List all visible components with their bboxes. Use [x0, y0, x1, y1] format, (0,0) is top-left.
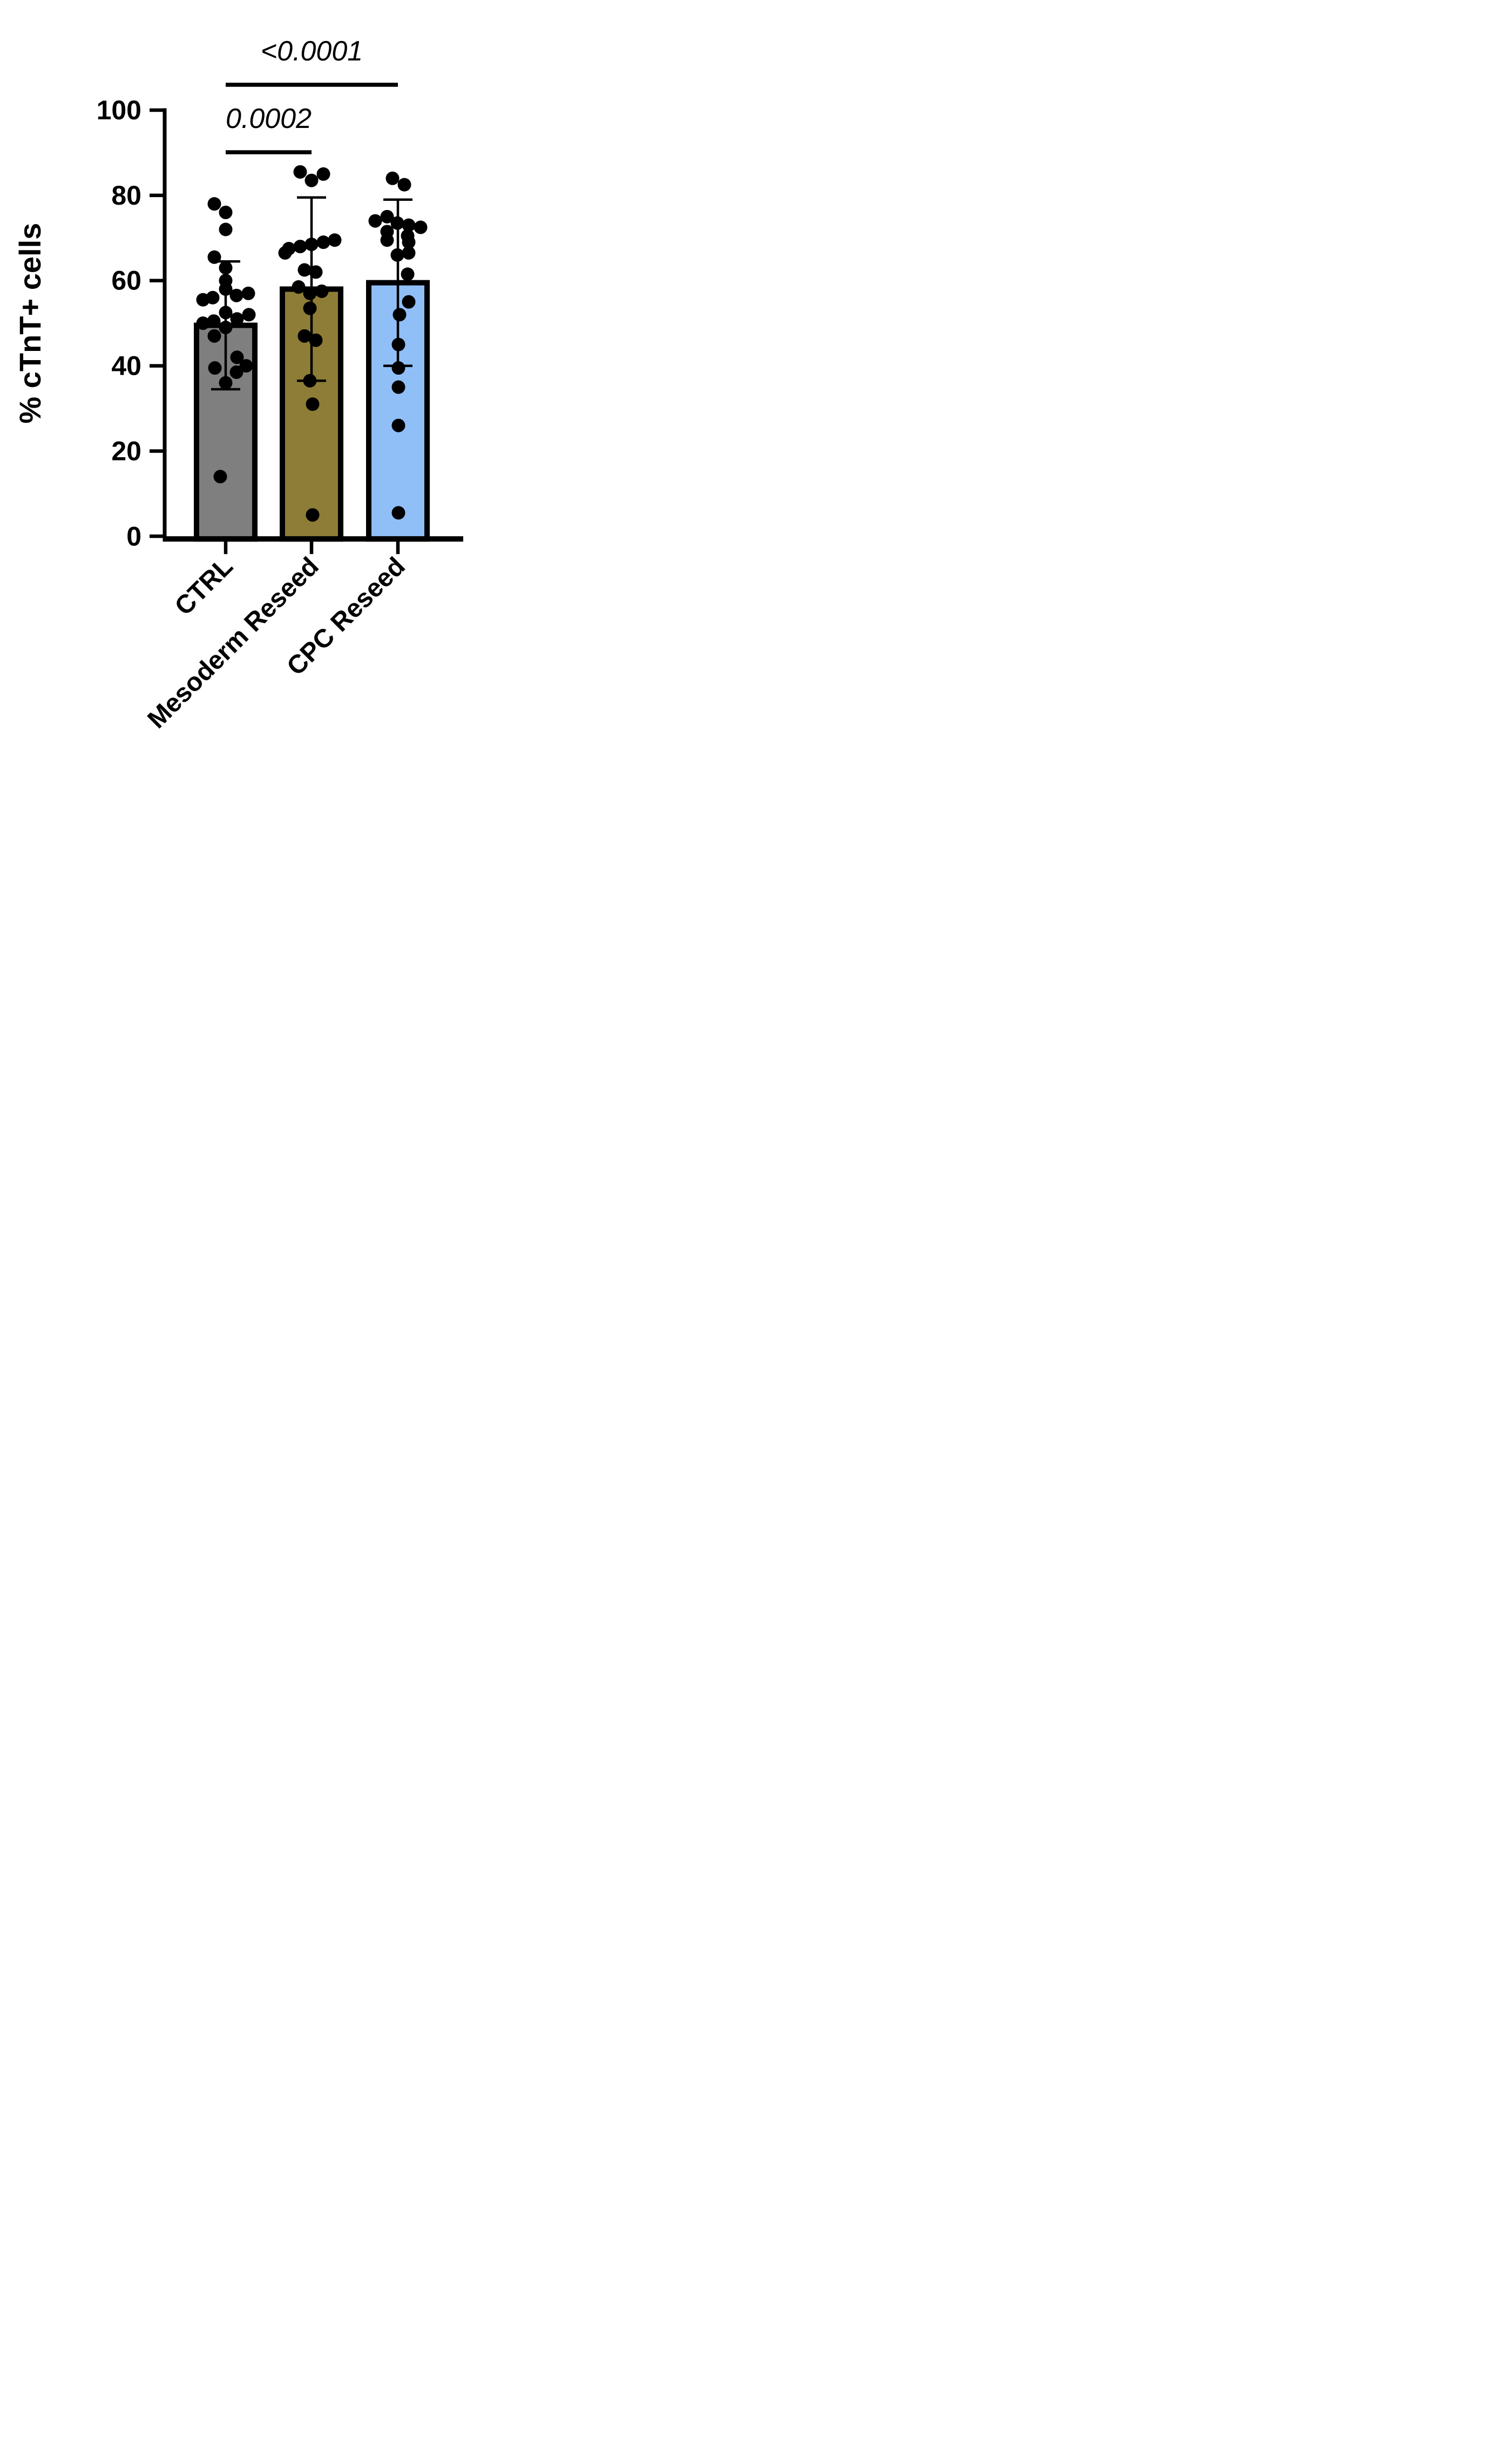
data-point — [328, 233, 342, 247]
data-point — [207, 329, 221, 343]
data-point — [393, 308, 407, 322]
y-tick-label: 0 — [126, 521, 141, 551]
data-point — [303, 286, 317, 300]
data-point — [380, 233, 394, 247]
data-point — [196, 293, 210, 307]
data-point — [402, 246, 416, 260]
y-tick-label: 100 — [97, 95, 141, 125]
data-point — [390, 248, 404, 262]
data-point — [380, 209, 394, 224]
data-point — [208, 361, 222, 375]
data-point — [278, 246, 292, 260]
data-point — [390, 216, 404, 230]
data-point — [391, 337, 405, 351]
data-point — [229, 288, 243, 302]
data-point — [368, 214, 382, 228]
data-point — [292, 280, 306, 294]
data-point — [207, 250, 221, 264]
x-category-label: CTRL — [170, 552, 239, 621]
data-point — [219, 222, 233, 236]
data-point — [316, 167, 330, 181]
data-point — [219, 205, 233, 219]
data-point — [207, 314, 221, 328]
data-point — [402, 235, 416, 249]
data-point — [297, 263, 312, 277]
data-point — [230, 312, 244, 326]
data-point — [391, 418, 405, 432]
data-point — [293, 240, 307, 254]
data-point — [397, 178, 411, 192]
data-point — [391, 380, 405, 394]
data-point — [309, 265, 323, 279]
data-point — [241, 286, 255, 300]
y-tick-label: 40 — [111, 351, 141, 381]
data-point — [229, 365, 243, 379]
data-point — [242, 308, 256, 322]
data-point — [385, 171, 400, 185]
data-point — [306, 508, 320, 522]
data-point — [219, 306, 233, 320]
bar-chart-figure: 0 20 40 60 80 100 CTRL Mesoderm Reseed CPC Resee… — [0, 0, 500, 821]
data-point — [213, 470, 227, 484]
data-point — [315, 284, 329, 298]
y-axis-title: % cTnT+ cells — [13, 223, 47, 424]
y-tick-label: 60 — [111, 266, 141, 296]
data-point — [391, 361, 405, 375]
data-point — [305, 238, 319, 252]
data-point — [196, 316, 210, 330]
data-point — [402, 295, 416, 309]
data-point — [297, 329, 312, 343]
data-point — [219, 321, 233, 335]
data-point — [219, 282, 233, 296]
data-point — [230, 350, 244, 364]
data-point — [401, 267, 415, 281]
data-point — [316, 235, 330, 249]
data-point — [219, 261, 233, 275]
data-point — [303, 374, 317, 388]
data-point — [305, 173, 319, 187]
y-tick-label: 20 — [111, 436, 141, 466]
data-point — [309, 333, 323, 347]
data-point — [391, 506, 405, 520]
data-point — [402, 218, 416, 232]
sig-p-value-2: <0.0001 — [261, 36, 363, 67]
x-category-label: Mesoderm Reseed — [142, 552, 324, 734]
data-point — [239, 359, 253, 373]
data-point — [306, 397, 320, 411]
y-tick-label: 80 — [111, 180, 141, 211]
sig-p-value-1: 0.0002 — [226, 103, 312, 134]
data-point — [293, 165, 307, 179]
data-point — [219, 376, 233, 390]
data-point — [414, 220, 428, 234]
data-point — [303, 301, 317, 315]
data-point — [207, 197, 221, 211]
